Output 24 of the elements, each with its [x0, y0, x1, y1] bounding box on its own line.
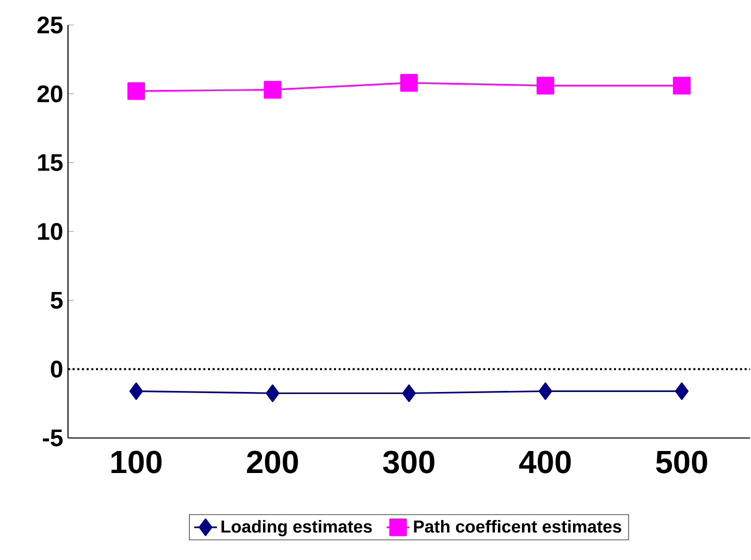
point [264, 80, 282, 98]
y-tick-label: 0 [50, 360, 62, 378]
y-tick-label: 25 [37, 16, 63, 34]
y-tick-label: 15 [38, 154, 63, 172]
point [127, 82, 146, 100]
legend-label: Path coefficent estimates [414, 520, 622, 533]
legend-label: Loading estimates [222, 520, 372, 536]
x-tick-label: 300 [383, 450, 434, 474]
point [672, 76, 691, 94]
x-tick-label: 200 [247, 450, 298, 474]
point [129, 382, 143, 400]
point [538, 382, 552, 400]
point [400, 74, 418, 92]
point [674, 382, 689, 400]
x-tick-label: 400 [519, 450, 571, 474]
point [266, 384, 280, 402]
y-tick-label: -5 [42, 430, 63, 446]
x-tick-label: 500 [656, 450, 708, 474]
x-tick-label: 100 [112, 450, 162, 474]
point [536, 76, 554, 94]
y-tick-label: 10 [38, 222, 62, 240]
point [402, 384, 416, 402]
y-tick-label: 5 [50, 292, 63, 309]
y-tick-label: 20 [37, 85, 62, 102]
